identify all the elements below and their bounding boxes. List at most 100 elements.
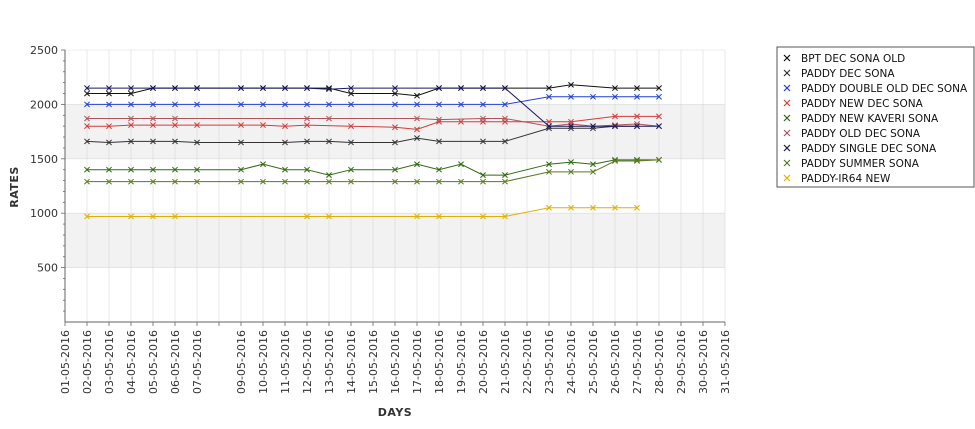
legend-item: BPT DEC SONA OLD <box>783 53 905 65</box>
data-point-stroke <box>84 213 90 220</box>
data-point <box>304 138 310 145</box>
x-tick-label: 19-05-2016 <box>455 330 468 394</box>
data-point <box>568 81 574 88</box>
data-point-stroke <box>84 166 90 173</box>
data-point <box>84 115 90 122</box>
data-point-stroke <box>238 166 244 173</box>
data-point-stroke <box>106 139 112 146</box>
data-point-stroke <box>656 123 662 130</box>
data-point-stroke <box>480 213 486 220</box>
legend-marker <box>783 99 791 107</box>
data-point-stroke <box>634 123 640 130</box>
data-point-stroke <box>304 138 310 145</box>
data-point-stroke <box>414 101 420 108</box>
legend-item: PADDY OLD DEC SONA <box>783 128 921 140</box>
data-point-stroke <box>304 85 310 92</box>
data-point <box>348 123 354 130</box>
data-point-stroke <box>436 213 442 220</box>
x-axis-ticks: 01-05-2016 02-05-2016 03-05-2016 04-05-2016… <box>59 322 732 394</box>
data-point-stroke <box>172 122 178 129</box>
data-point <box>348 178 354 185</box>
data-point <box>612 122 618 129</box>
data-point <box>128 138 134 145</box>
data-point <box>568 159 574 166</box>
data-point <box>348 101 354 108</box>
data-point-stroke <box>304 166 310 173</box>
data-point <box>656 93 662 100</box>
data-point <box>238 166 244 173</box>
data-point-stroke <box>590 168 596 175</box>
x-tick-label: 21-05-2016 <box>499 330 512 394</box>
data-point-stroke <box>612 93 618 100</box>
data-point <box>502 213 508 220</box>
data-point-stroke <box>502 172 508 179</box>
data-point-stroke <box>304 178 310 185</box>
data-point <box>634 204 640 211</box>
data-point <box>282 101 288 108</box>
data-point <box>392 124 398 131</box>
data-point <box>348 139 354 146</box>
x-tick-label: 18-05-2016 <box>433 330 446 394</box>
data-point <box>348 166 354 173</box>
data-point-stroke <box>106 90 112 97</box>
data-point <box>194 139 200 146</box>
data-point-stroke <box>150 115 156 122</box>
data-point-stroke <box>194 139 200 146</box>
series-6 <box>84 85 662 130</box>
data-point-stroke <box>546 123 552 130</box>
data-point-stroke <box>414 213 420 220</box>
data-point-stroke <box>392 178 398 185</box>
data-point <box>194 166 200 173</box>
data-point <box>414 178 420 185</box>
series-2 <box>84 93 662 108</box>
data-point-stroke <box>634 204 640 211</box>
data-point <box>238 178 244 185</box>
data-point <box>458 101 464 108</box>
data-point-stroke <box>546 204 552 211</box>
legend-marker <box>783 174 791 182</box>
data-point <box>150 178 156 185</box>
x-tick-label: 09-05-2016 <box>235 330 248 394</box>
data-point <box>326 172 332 179</box>
series-group <box>84 81 662 220</box>
data-point <box>194 85 200 92</box>
data-point-stroke <box>634 113 640 120</box>
data-point <box>128 213 134 220</box>
data-point <box>568 204 574 211</box>
data-point-stroke <box>612 123 618 130</box>
data-point-stroke <box>458 161 464 168</box>
data-point-stroke <box>238 101 244 108</box>
data-point-stroke <box>326 178 332 185</box>
data-point <box>414 101 420 108</box>
series-4 <box>84 156 662 179</box>
data-point <box>128 115 134 122</box>
legend-marker <box>783 84 791 92</box>
data-point-stroke <box>590 204 596 211</box>
data-point <box>414 115 420 122</box>
data-point <box>282 166 288 173</box>
data-point <box>436 118 442 125</box>
data-point <box>326 86 332 93</box>
data-point <box>612 158 618 164</box>
data-point <box>106 123 112 130</box>
data-point-stroke <box>546 93 552 100</box>
y-axis-ticks: 500 1000 1500 2000 2500 <box>30 44 65 312</box>
x-tick-label: 05-05-2016 <box>147 330 160 394</box>
data-point <box>480 213 486 220</box>
data-point <box>502 138 508 145</box>
data-point <box>282 139 288 146</box>
data-point <box>194 178 200 185</box>
data-point <box>106 166 112 173</box>
data-point <box>392 85 398 92</box>
data-point-stroke <box>150 138 156 145</box>
legend-label: PADDY NEW DEC SONA <box>801 98 924 110</box>
data-point <box>304 166 310 173</box>
data-point-stroke <box>84 101 90 108</box>
series-line <box>87 115 659 130</box>
data-point-stroke <box>392 101 398 108</box>
data-point-stroke <box>172 178 178 185</box>
data-point <box>502 101 508 108</box>
y-tick-label: 500 <box>37 262 58 275</box>
legend-label: PADDY OLD DEC SONA <box>801 128 921 140</box>
data-point-stroke <box>656 156 662 163</box>
